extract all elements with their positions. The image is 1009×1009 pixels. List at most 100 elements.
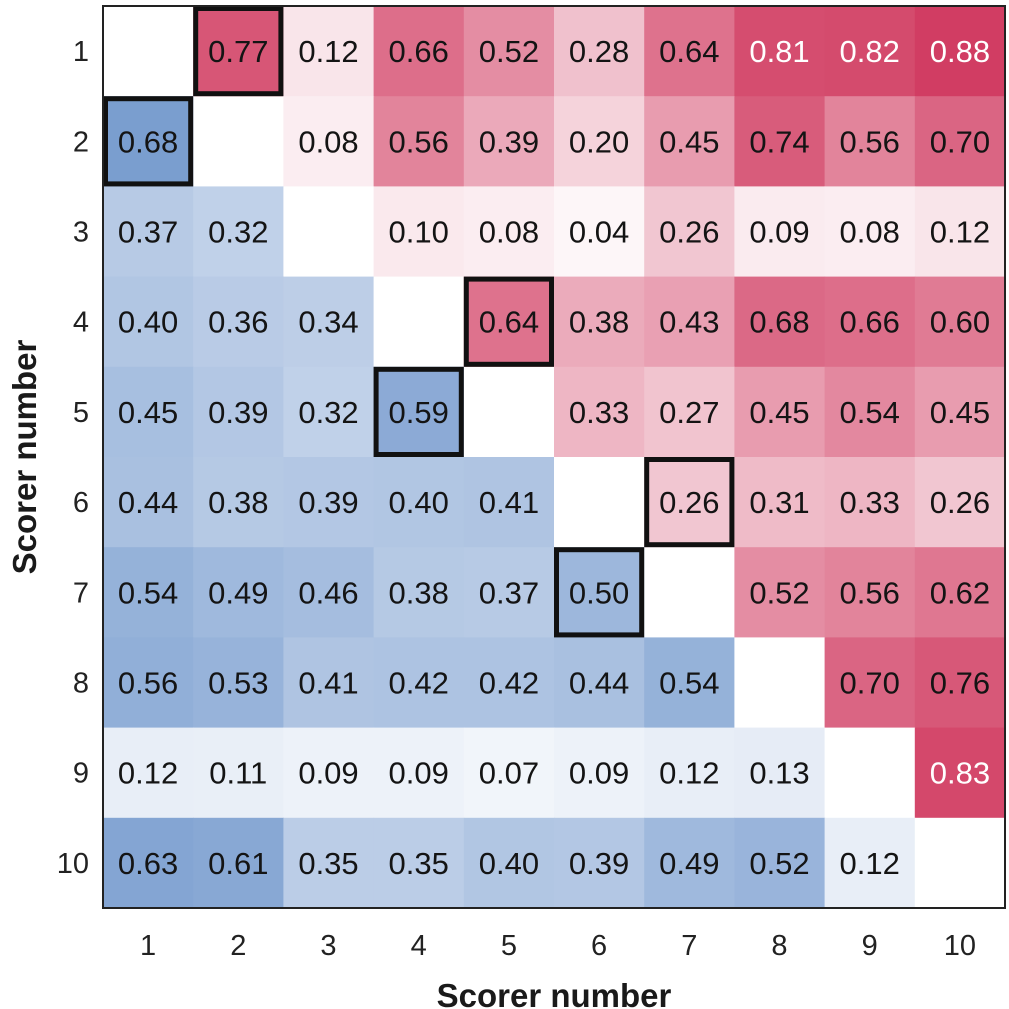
highlight-box <box>644 457 735 548</box>
heatmap-cell-empty <box>103 6 194 97</box>
cell-value-label: 0.54 <box>659 666 719 701</box>
cell-value-label: 0.68 <box>118 124 178 159</box>
heatmap-cell-empty <box>283 186 375 278</box>
heatmap-cell <box>554 186 645 278</box>
heatmap-cell-empty <box>463 366 555 458</box>
x-axis-title: Scorer number <box>437 977 672 1009</box>
heatmap-cell <box>103 637 194 729</box>
x-tick-label: 4 <box>411 930 427 962</box>
heatmap-cell <box>103 96 194 187</box>
heatmap-cell <box>914 6 1006 97</box>
heatmap-cell <box>463 276 555 368</box>
cell-value-label: 0.74 <box>749 124 809 159</box>
cell-value-label: 0.62 <box>930 575 990 610</box>
heatmap-cell <box>554 6 645 97</box>
cell-value-label: 0.44 <box>118 485 178 520</box>
heatmap-cell <box>373 727 465 819</box>
heatmap-cell <box>463 637 555 729</box>
cell-value-label: 0.07 <box>479 756 539 791</box>
cell-value-label: 0.39 <box>298 485 358 520</box>
y-tick-label: 4 <box>73 307 89 339</box>
cell-value-label: 0.09 <box>569 756 629 791</box>
cell-value-label: 0.39 <box>479 124 539 159</box>
heatmap-cell <box>373 186 465 278</box>
cell-value-label: 0.44 <box>569 666 629 701</box>
heatmap-cell <box>283 6 375 97</box>
cell-value-label: 0.52 <box>479 34 539 69</box>
cell-value-label: 0.40 <box>118 305 178 340</box>
heatmap-cell <box>914 276 1006 368</box>
cell-value-label: 0.64 <box>659 34 719 69</box>
cell-value-label: 0.28 <box>569 34 629 69</box>
y-tick-label: 2 <box>73 126 89 158</box>
cell-value-label: 0.08 <box>479 215 539 250</box>
x-tick-labels: 1 2 3 4 5 6 7 8 9 10 <box>140 930 976 962</box>
heatmap-cell <box>824 637 916 729</box>
heatmap-cell <box>914 186 1006 278</box>
heatmap-cell <box>554 547 645 638</box>
heatmap-cell <box>644 637 735 729</box>
heatmap-cell <box>373 817 465 909</box>
x-tick-label: 6 <box>591 930 607 962</box>
heatmap-cell <box>373 547 465 638</box>
heatmap-cell <box>734 727 826 819</box>
heatmap-cell <box>644 727 735 819</box>
cell-value-label: 0.83 <box>930 756 990 791</box>
heatmap-cell <box>644 186 735 278</box>
cell-value-label: 0.77 <box>208 34 268 69</box>
cell-value-label: 0.08 <box>840 215 900 250</box>
cell-value-label: 0.43 <box>659 305 719 340</box>
heatmap-cell <box>283 817 375 909</box>
heatmap-cell <box>373 6 465 97</box>
heatmap-cell <box>644 276 735 368</box>
heatmap-cell <box>373 637 465 729</box>
cell-value-label: 0.26 <box>659 215 719 250</box>
heatmap-cell <box>914 457 1006 548</box>
cell-value-label: 0.27 <box>659 395 719 430</box>
heatmap-cell <box>283 96 375 187</box>
cell-value-label: 0.39 <box>569 846 629 881</box>
cell-value-label: 0.56 <box>840 124 900 159</box>
cell-value-label: 0.61 <box>208 846 268 881</box>
x-tick-label: 2 <box>230 930 246 962</box>
y-tick-label: 10 <box>57 848 89 880</box>
cell-value-label: 0.40 <box>389 485 449 520</box>
cell-value-label: 0.11 <box>209 756 267 791</box>
heatmap-cell <box>193 276 284 368</box>
heatmap-cell-empty <box>373 276 465 368</box>
heatmap-cells <box>103 6 1006 909</box>
heatmap-cell-empty <box>193 96 284 187</box>
cell-value-label: 0.45 <box>118 395 178 430</box>
x-tick-label: 8 <box>771 930 787 962</box>
heatmap-cell <box>193 457 284 548</box>
heatmap-cell <box>824 547 916 638</box>
cell-value-label: 0.53 <box>208 666 268 701</box>
cell-value-label: 0.09 <box>749 215 809 250</box>
heatmap-cell <box>914 637 1006 729</box>
heatmap-cell <box>193 817 284 909</box>
cell-value-label: 0.12 <box>930 215 990 250</box>
cell-value-label: 0.12 <box>840 846 900 881</box>
heatmap-cell <box>193 547 284 638</box>
cell-value-label: 0.38 <box>569 305 629 340</box>
x-tick-label: 5 <box>501 930 517 962</box>
y-tick-label: 8 <box>73 668 89 700</box>
cell-value-label: 0.45 <box>930 395 990 430</box>
heatmap-cell <box>914 727 1006 819</box>
heatmap-cell <box>734 457 826 548</box>
x-tick-label: 3 <box>320 930 336 962</box>
heatmap-cell <box>193 186 284 278</box>
heatmap-cell <box>824 817 916 909</box>
heatmap-cell <box>824 276 916 368</box>
heatmap-cell <box>644 6 735 97</box>
cell-value-label: 0.70 <box>840 666 900 701</box>
heatmap-cell <box>644 817 735 909</box>
cell-value-label: 0.68 <box>749 305 809 340</box>
heatmap-cell <box>463 457 555 548</box>
cell-value-label: 0.10 <box>389 215 449 250</box>
cell-value-label: 0.26 <box>930 485 990 520</box>
heatmap-cell <box>463 6 555 97</box>
heatmap-cell <box>734 6 826 97</box>
y-tick-label: 5 <box>73 397 89 429</box>
